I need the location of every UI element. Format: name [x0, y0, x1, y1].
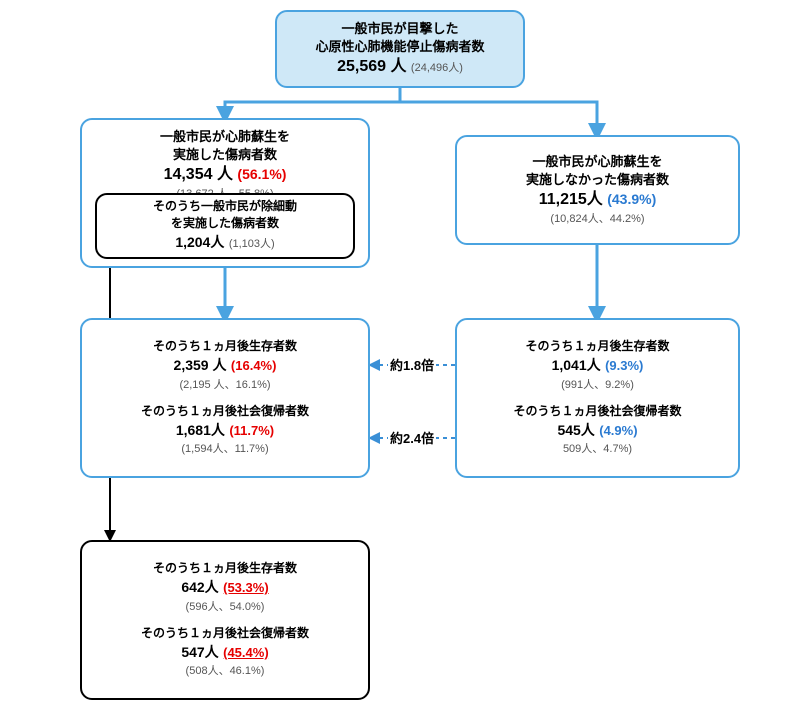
cpr-no-pct: (43.9%) [607, 191, 656, 207]
cpr-yes-l1: 一般市民が心肺蘇生を [160, 128, 290, 146]
cpr-yes-main: 14,354 人 [164, 166, 233, 183]
aed-s2-main-row: 547人 (45.4%) [141, 642, 309, 664]
cpr-yes-pct: (56.1%) [237, 166, 286, 182]
yes-s2-pct: (11.7%) [229, 423, 274, 438]
aed-main-row: 1,204人 (1,103人) [175, 232, 274, 254]
cpr-no-prev: (10,824人、44.2%) [550, 212, 644, 227]
yes-s2-main: 1,681人 [176, 422, 225, 438]
aed-s1-main-row: 642人 (53.3%) [153, 577, 297, 599]
box-cpr-no: 一般市民が心肺蘇生を 実施しなかった傷病者数 11,215人 (43.9%) (… [455, 135, 740, 245]
aed-prev: (1,103人) [229, 238, 275, 250]
aed-s2-main: 547人 [181, 644, 218, 660]
aed-s2-pct: (45.4%) [223, 645, 269, 660]
no-s2-pct: (4.9%) [599, 423, 637, 438]
yes-s1-l1: そのうち１ヵ月後生存者数 [153, 338, 297, 355]
cpr-yes-main-row: 14,354 人 (56.1%) [164, 164, 287, 186]
no-s1-pct: (9.3%) [605, 358, 643, 373]
aed-l2: を実施した傷病者数 [171, 215, 279, 232]
yes-s1-main: 2,359 人 [174, 357, 227, 373]
no-s2-main: 545人 [557, 422, 594, 438]
arrow-top-right [400, 88, 597, 129]
no-s1-l1: そのうち１ヵ月後生存者数 [525, 338, 669, 355]
aed-s2-prev: (508人、46.1%) [141, 664, 309, 679]
top-main: 25,569 人 [337, 58, 406, 75]
box-aed: そのうち一般市民が除細動 を実施した傷病者数 1,204人 (1,103人) [95, 193, 355, 259]
aed-main: 1,204人 [175, 234, 224, 250]
cpr-no-main: 11,215人 [539, 191, 603, 208]
no-s1-main-row: 1,041人 (9.3%) [525, 355, 669, 377]
box-aed-out: そのうち１ヵ月後生存者数 642人 (53.3%) (596人、54.0%) そ… [80, 540, 370, 700]
arrow-top-left [225, 88, 400, 112]
aed-l1: そのうち一般市民が除細動 [153, 198, 297, 215]
no-s2-l1: そのうち１ヵ月後社会復帰者数 [513, 403, 681, 420]
box-no-out: そのうち１ヵ月後生存者数 1,041人 (9.3%) (991人、9.2%) そ… [455, 318, 740, 478]
top-l2: 心原性心肺機能停止傷病者数 [315, 38, 484, 56]
no-s2-prev: 509人、4.7%) [513, 442, 681, 457]
no-s2-main-row: 545人 (4.9%) [513, 420, 681, 442]
yes-s2-l1: そのうち１ヵ月後社会復帰者数 [141, 403, 309, 420]
box-top: 一般市民が目撃した 心原性心肺機能停止傷病者数 25,569 人 (24,496… [275, 10, 525, 88]
cpr-no-l2: 実施しなかった傷病者数 [526, 171, 669, 189]
aed-s2-l1: そのうち１ヵ月後社会復帰者数 [141, 625, 309, 642]
top-l1: 一般市民が目撃した [341, 20, 458, 38]
aed-s1-prev: (596人、54.0%) [153, 600, 297, 615]
yes-s1-pct: (16.4%) [231, 358, 277, 373]
ratio-2: 約2.4倍 [388, 428, 436, 447]
yes-s2-main-row: 1,681人 (11.7%) [141, 420, 309, 442]
cpr-yes-l2: 実施した傷病者数 [173, 146, 277, 164]
top-prev: (24,496人) [411, 62, 463, 74]
no-s1-prev: (991人、9.2%) [525, 378, 669, 393]
yes-s2-prev: (1,594人、11.7%) [141, 442, 309, 457]
aed-s1-pct: (53.3%) [223, 580, 269, 595]
cpr-no-l1: 一般市民が心肺蘇生を [532, 153, 662, 171]
yes-s1-prev: (2,195 人、16.1%) [153, 378, 297, 393]
ratio-1: 約1.8倍 [388, 355, 436, 374]
aed-s1-main: 642人 [181, 579, 218, 595]
no-s1-main: 1,041人 [552, 357, 601, 373]
top-main-row: 25,569 人 (24,496人) [337, 56, 463, 78]
cpr-no-main-row: 11,215人 (43.9%) [539, 189, 657, 211]
aed-s1-l1: そのうち１ヵ月後生存者数 [153, 560, 297, 577]
box-yes-out: そのうち１ヵ月後生存者数 2,359 人 (16.4%) (2,195 人、16… [80, 318, 370, 478]
yes-s1-main-row: 2,359 人 (16.4%) [153, 355, 297, 377]
